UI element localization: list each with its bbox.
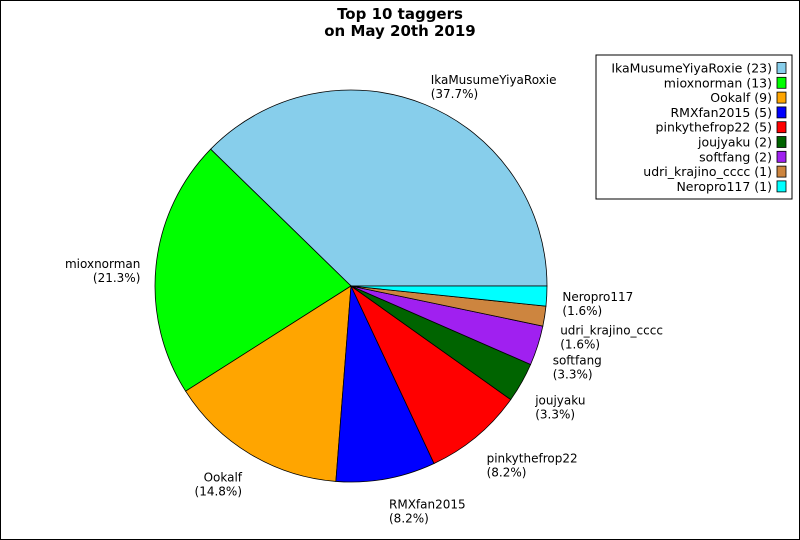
legend-swatch-udri-krajino-cccc <box>776 165 787 178</box>
legend-swatch-mioxnorman <box>776 76 787 89</box>
legend-label-neropro117: Neropro117 (1) <box>676 179 772 194</box>
slice-label-pinkythefrop22: pinkythefrop22 (8.2%) <box>487 452 578 480</box>
legend-swatch-ikamusumeyiyaroxie <box>776 62 787 74</box>
slice-labels: IkaMusumeYiyaRoxie (37.7%) mioxnorman (21.3… <box>65 73 663 525</box>
legend-label-pinkythefrop22: pinkythefrop22 (5) <box>656 120 772 135</box>
slice-label-softfang: softfang (3.3%) <box>553 353 602 381</box>
pie-slice-mioxnorman <box>154 148 352 392</box>
slice-label-mioxnorman: mioxnorman (21.3%) <box>65 257 140 285</box>
legend-swatch-neropro117 <box>776 180 787 193</box>
legend-label-mioxnorman: mioxnorman (13) <box>664 75 772 90</box>
pie-slice-rmxfan2015 <box>335 284 435 483</box>
legend-swatch-joujyaku <box>776 136 787 148</box>
legend-label-ookalf: Ookalf (9) <box>710 90 772 105</box>
legend: IkaMusumeYiyaRoxie (23)mioxnorman (13)Oo… <box>595 54 793 200</box>
chart-title-line-1: Top 10 taggers <box>337 5 463 23</box>
pie-slices <box>154 89 548 483</box>
slice-label-joujyaku: joujyaku (3.3%) <box>534 393 585 421</box>
legend-label-ikamusumeyiyaroxie: IkaMusumeYiyaRoxie (23) <box>611 61 772 76</box>
slice-label-neropro117: Neropro117 (1.6%) <box>562 290 633 318</box>
pie-slice-ookalf <box>185 285 352 482</box>
pie-slice-neropro117 <box>350 285 548 307</box>
legend-swatch-ookalf <box>776 91 787 104</box>
slice-label-ookalf: Ookalf (14.8%) <box>195 471 243 499</box>
chart-title-line-2: on May 20th 2019 <box>324 22 476 40</box>
slice-label-rmxfan2015: RMXfan2015 (8.2%) <box>389 497 466 525</box>
slice-label-udri-krajino-cccc: udri_krajino_cccc (1.6%) <box>560 324 663 352</box>
pie-slice-ikamusumeyiyaroxie <box>210 89 548 287</box>
legend-swatch-softfang <box>776 150 787 163</box>
legend-label-rmxfan2015: RMXfan2015 (5) <box>670 105 772 120</box>
slice-label-ikamusumeyiyaroxie: IkaMusumeYiyaRoxie (37.7%) <box>431 73 557 101</box>
pie-slice-pinkythefrop22 <box>349 284 512 465</box>
legend-label-udri-krajino-cccc: udri_krajino_cccc (1) <box>643 164 772 179</box>
legend-label-softfang: softfang (2) <box>699 149 772 164</box>
legend-swatch-pinkythefrop22 <box>776 121 787 134</box>
legend-box <box>595 54 793 200</box>
legend-label-joujyaku: joujyaku (2) <box>697 135 772 150</box>
legend-swatch-rmxfan2015 <box>776 106 787 119</box>
